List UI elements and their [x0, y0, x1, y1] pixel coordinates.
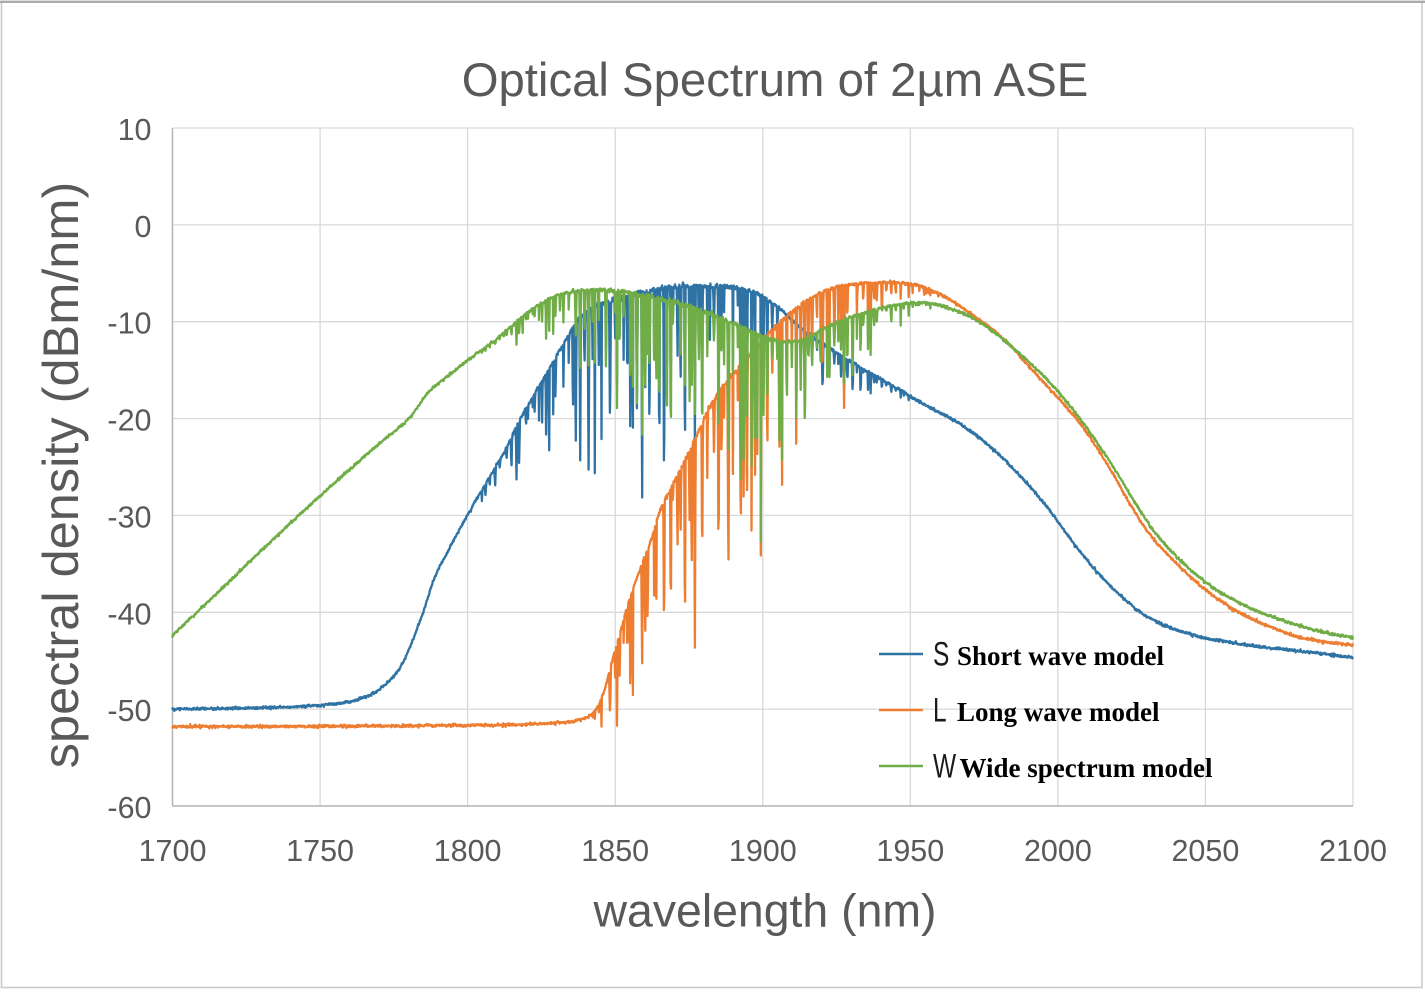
- svg-text:1800: 1800: [434, 834, 502, 868]
- svg-text:2000: 2000: [1024, 834, 1092, 868]
- svg-text:1950: 1950: [876, 834, 944, 868]
- svg-text:-20: -20: [107, 404, 151, 438]
- svg-text:wavelength (nm): wavelength (nm): [593, 885, 937, 937]
- svg-text:2050: 2050: [1171, 834, 1239, 868]
- svg-text:0: 0: [135, 210, 152, 244]
- svg-text:L: L: [933, 692, 947, 730]
- svg-text:S: S: [933, 636, 949, 674]
- svg-text:-60: -60: [107, 791, 151, 825]
- svg-text:Short wave model: Short wave model: [957, 641, 1164, 671]
- svg-text:1900: 1900: [729, 834, 797, 868]
- svg-text:Long wave model: Long wave model: [957, 697, 1160, 727]
- svg-text:2100: 2100: [1319, 834, 1387, 868]
- svg-text:1700: 1700: [139, 834, 207, 868]
- svg-text:-40: -40: [107, 597, 151, 631]
- svg-text:10: 10: [118, 113, 152, 147]
- svg-text:W: W: [933, 748, 956, 786]
- svg-text:1850: 1850: [581, 834, 649, 868]
- svg-text:-50: -50: [107, 694, 151, 728]
- svg-text:-30: -30: [107, 500, 151, 534]
- svg-text:-10: -10: [107, 307, 151, 341]
- svg-text:Optical Spectrum of 2µm ASE: Optical Spectrum of 2µm ASE: [462, 54, 1089, 107]
- svg-text:1750: 1750: [286, 834, 354, 868]
- svg-text:spectral density (dBm/nm): spectral density (dBm/nm): [32, 182, 89, 769]
- svg-text:Wide spectrum model: Wide spectrum model: [960, 753, 1213, 783]
